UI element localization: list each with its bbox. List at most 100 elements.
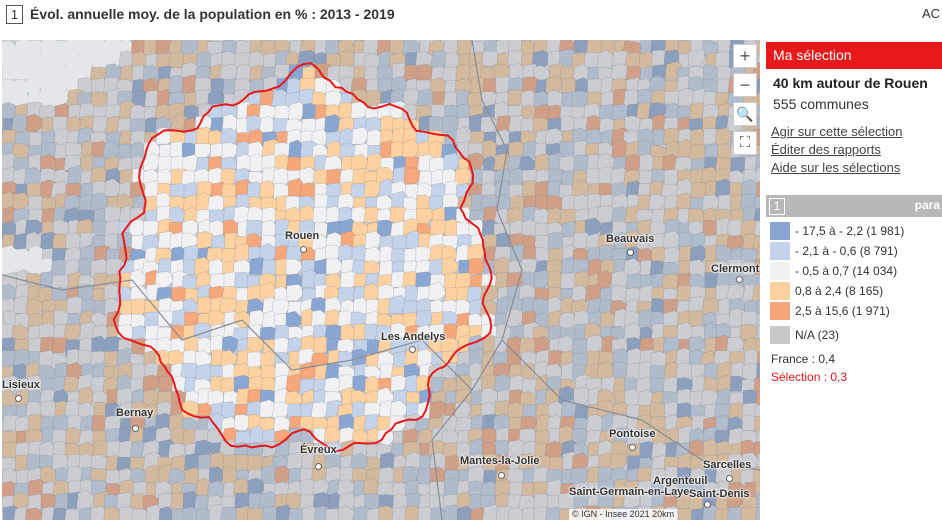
legend-swatch bbox=[770, 326, 790, 344]
top-right-text: AC bbox=[921, 6, 940, 21]
commune-tile bbox=[11, 192, 30, 210]
act-on-selection-link[interactable]: Agir sur cette sélection bbox=[771, 124, 903, 139]
city-marker-beauvais bbox=[627, 249, 634, 256]
commune-tile bbox=[105, 50, 122, 68]
commune-tile bbox=[753, 258, 760, 276]
commune-tile bbox=[142, 374, 160, 393]
commune-tile bbox=[63, 323, 82, 340]
commune-tile bbox=[571, 90, 590, 107]
commune-grid bbox=[2, 40, 760, 520]
city-label-bernay: Bernay bbox=[116, 407, 154, 419]
city-marker-pontoise bbox=[629, 444, 636, 451]
selection-help-link[interactable]: Aide sur les sélections bbox=[771, 160, 901, 175]
commune-tile bbox=[547, 232, 565, 249]
commune-tile bbox=[102, 141, 120, 159]
commune-tile bbox=[756, 181, 760, 198]
choropleth-map[interactable]: + − 🔍 ⛶ Rouen Les Andelys Beauvais Clerm… bbox=[2, 40, 760, 520]
commune-tile bbox=[27, 246, 46, 264]
city-label-saint-denis: Saint-Denis bbox=[689, 488, 750, 500]
commune-tile bbox=[51, 88, 68, 106]
commune-tile bbox=[78, 51, 97, 67]
commune-tile bbox=[403, 167, 422, 185]
commune-tile bbox=[481, 50, 500, 67]
commune-tile bbox=[428, 116, 445, 133]
selection-value: Sélection : 0,3 bbox=[771, 370, 848, 384]
commune-tile bbox=[586, 334, 603, 353]
zoom-in-button[interactable]: + bbox=[733, 44, 757, 68]
city-label-mantes: Mantes-la-Jolie bbox=[460, 455, 540, 467]
city-marker-clermont bbox=[736, 276, 743, 283]
commune-tile bbox=[25, 298, 44, 316]
commune-tile bbox=[518, 337, 537, 354]
city-label-lisieux: Lisieux bbox=[2, 379, 40, 391]
commune-tile bbox=[194, 143, 211, 159]
commune-tile bbox=[378, 505, 395, 520]
city-marker-les-andelys bbox=[409, 346, 416, 353]
legend-swatch bbox=[770, 302, 790, 320]
city-label-saint-germain: Saint-Germain-en-Laye bbox=[569, 486, 690, 498]
legend-swatch bbox=[770, 222, 790, 240]
commune-tile bbox=[572, 337, 589, 356]
commune-tile bbox=[443, 152, 460, 171]
legend-number-badge: 1 bbox=[769, 198, 785, 215]
commune-tile bbox=[675, 362, 694, 379]
commune-tile bbox=[726, 336, 745, 354]
commune-tile bbox=[687, 50, 705, 67]
legend-label: 0,8 à 2,4 (8 165) bbox=[795, 284, 884, 298]
map-number-badge[interactable]: 1 bbox=[6, 5, 23, 24]
commune-tile bbox=[93, 51, 109, 68]
commune-tile bbox=[76, 40, 94, 55]
legend-label: - 2,1 à - 0,6 (8 791) bbox=[795, 244, 898, 258]
commune-tile bbox=[90, 40, 108, 55]
city-label-clermont: Clermont bbox=[711, 263, 760, 275]
edit-reports-link[interactable]: Éditer des rapports bbox=[771, 142, 881, 157]
map-title: Évol. annuelle moy. de la population en … bbox=[30, 6, 395, 22]
france-value: France : 0,4 bbox=[771, 352, 836, 366]
selection-title: 40 km autour de Rouen bbox=[773, 75, 928, 91]
commune-tile bbox=[25, 40, 44, 56]
legend-label: 2,5 à 15,6 (1 971) bbox=[795, 304, 890, 318]
commune-tile bbox=[52, 49, 70, 67]
commune-tile bbox=[428, 400, 447, 419]
commune-tile bbox=[52, 219, 70, 236]
commune-tile bbox=[351, 126, 369, 145]
commune-tile bbox=[454, 400, 472, 419]
city-label-beauvais: Beauvais bbox=[606, 233, 655, 245]
legend-header[interactable]: 1 para bbox=[766, 195, 942, 217]
city-label-argenteuil: Argenteuil bbox=[653, 475, 708, 487]
city-marker-saint-denis bbox=[704, 501, 711, 508]
city-label-sarcelles: Sarcelles bbox=[703, 459, 752, 471]
commune-tile bbox=[90, 91, 108, 108]
commune-tile bbox=[648, 193, 667, 210]
commune-tile bbox=[547, 89, 564, 107]
city-marker-lisieux bbox=[15, 395, 22, 402]
commune-tile bbox=[455, 126, 472, 145]
commune-tile bbox=[754, 480, 760, 497]
commune-tiles[interactable] bbox=[2, 40, 760, 520]
legend-swatch bbox=[770, 282, 790, 300]
commune-tile bbox=[41, 40, 59, 54]
city-marker-argenteuil bbox=[674, 491, 681, 498]
commune-tile bbox=[193, 439, 213, 457]
commune-tile bbox=[25, 75, 43, 93]
legend-label: - 17,5 à - 2,2 (1 981) bbox=[795, 224, 905, 238]
city-marker-mantes bbox=[498, 472, 505, 479]
commune-tile bbox=[2, 256, 19, 275]
city-label-pontoise: Pontoise bbox=[609, 428, 656, 440]
selection-header[interactable]: Ma sélection bbox=[766, 42, 942, 69]
commune-tile bbox=[142, 220, 160, 237]
commune-tile bbox=[52, 453, 69, 470]
commune-tile bbox=[219, 297, 238, 314]
fullscreen-icon[interactable]: ⛶ bbox=[733, 131, 757, 155]
commune-tile bbox=[116, 492, 133, 510]
search-icon[interactable]: 🔍 bbox=[733, 102, 757, 126]
commune-tile bbox=[76, 490, 94, 509]
commune-tile bbox=[286, 283, 303, 302]
zoom-out-button[interactable]: − bbox=[733, 73, 757, 97]
commune-tile bbox=[11, 89, 30, 108]
commune-tile bbox=[753, 376, 760, 394]
commune-tile bbox=[220, 506, 239, 520]
city-label-les-andelys: Les Andelys bbox=[381, 331, 446, 343]
commune-tile bbox=[755, 507, 760, 520]
commune-tile bbox=[571, 180, 589, 198]
